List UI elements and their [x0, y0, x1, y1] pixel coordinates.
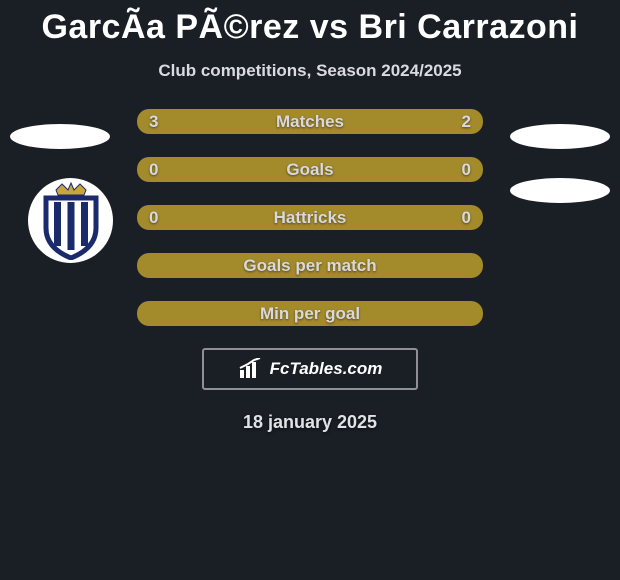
stat-label: Goals: [137, 160, 483, 180]
stat-row-goals-per-match: Goals per match: [137, 253, 483, 278]
stat-row-hattricks: 0 Hattricks 0: [137, 205, 483, 230]
stat-right-value: 0: [462, 208, 471, 228]
stat-label: Matches: [137, 112, 483, 132]
source-logo-text: FcTables.com: [270, 359, 383, 379]
chart-icon: [238, 358, 264, 380]
stat-left-value: 0: [149, 208, 158, 228]
page-title: GarcÃa PÃ©rez vs Bri Carrazoni: [0, 0, 620, 47]
source-logo: FcTables.com: [202, 348, 418, 390]
stat-label: Min per goal: [137, 304, 483, 324]
stat-right-value: 2: [462, 112, 471, 132]
report-date: 18 january 2025: [0, 412, 620, 433]
stat-left-value: 3: [149, 112, 158, 132]
stat-row-matches: 3 Matches 2: [137, 109, 483, 134]
stat-left-value: 0: [149, 160, 158, 180]
stat-row-goals: 0 Goals 0: [137, 157, 483, 182]
stat-right-value: 0: [462, 160, 471, 180]
stat-label: Hattricks: [137, 208, 483, 228]
stat-row-min-per-goal: Min per goal: [137, 301, 483, 326]
stats-container: 3 Matches 2 0 Goals 0 0 Hattricks 0 Goal…: [0, 109, 620, 326]
stat-label: Goals per match: [137, 256, 483, 276]
subtitle: Club competitions, Season 2024/2025: [0, 61, 620, 81]
